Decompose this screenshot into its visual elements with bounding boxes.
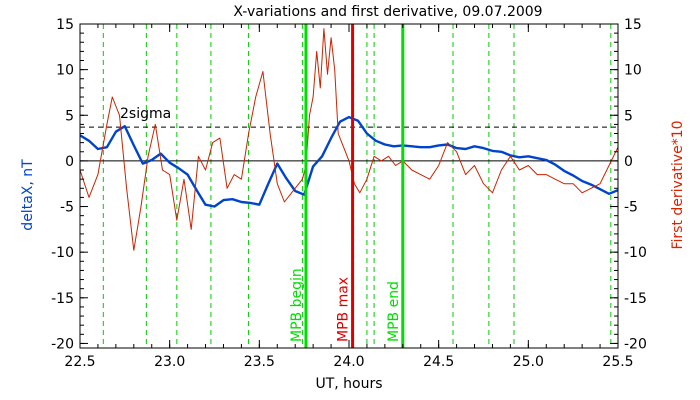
x-tick-label: 25.5 (602, 354, 633, 370)
mpb-marker-label: MPB end (386, 281, 402, 342)
y-tick-label-left: 5 (65, 108, 74, 124)
y-tick-label-left: -10 (51, 245, 74, 261)
axis-layer: 22.5 23.0 23.5 24.0 24.5 25.0 25.5 15 15 10 10 5 5 0 0… (51, 17, 647, 370)
y-tick-label-right: -10 (624, 245, 647, 261)
x-tick-label: 24.5 (423, 354, 454, 370)
x-tick-label: 22.5 (64, 354, 95, 370)
series-line-derivative (79, 28, 619, 251)
y-tick-label-right: 10 (624, 63, 642, 79)
y-tick-label-left: 10 (56, 63, 74, 79)
y-tick-label-right: 15 (624, 17, 642, 33)
series-line-deltax (79, 115, 619, 208)
marker-layer: MPB begin MPB max MPB end (289, 24, 405, 348)
y-tick-label-right: 5 (624, 108, 633, 124)
x-axis-title: UT, hours (315, 376, 382, 392)
y-tick-label-left: 0 (65, 154, 74, 170)
y-tick-label-right: 0 (624, 154, 633, 170)
y-tick-label-left: -20 (51, 336, 74, 352)
x-tick-label: 23.0 (154, 354, 185, 370)
y-axis-title-right: First derivative*10 (670, 120, 686, 249)
y-axis-title-left: deltaX, nT (20, 159, 36, 231)
y-tick-label-left: -5 (60, 200, 74, 216)
x-tick-label: 23.5 (244, 354, 275, 370)
mpb-marker-label: MPB begin (289, 268, 305, 342)
chart-title: X-variations and first derivative, 09.07… (233, 4, 542, 20)
threshold-label: 2sigma (120, 106, 171, 122)
x-tick-label: 24.0 (333, 354, 364, 370)
y-tick-label-right: -20 (624, 336, 647, 352)
series-layer (79, 28, 619, 251)
x-tick-label: 25.0 (513, 354, 544, 370)
y-tick-label-left: -15 (51, 291, 74, 307)
y-tick-label-right: -5 (624, 200, 638, 216)
y-tick-label-right: -15 (624, 291, 647, 307)
y-tick-label-left: 15 (56, 17, 74, 33)
mpb-marker-label: MPB max (336, 277, 352, 342)
